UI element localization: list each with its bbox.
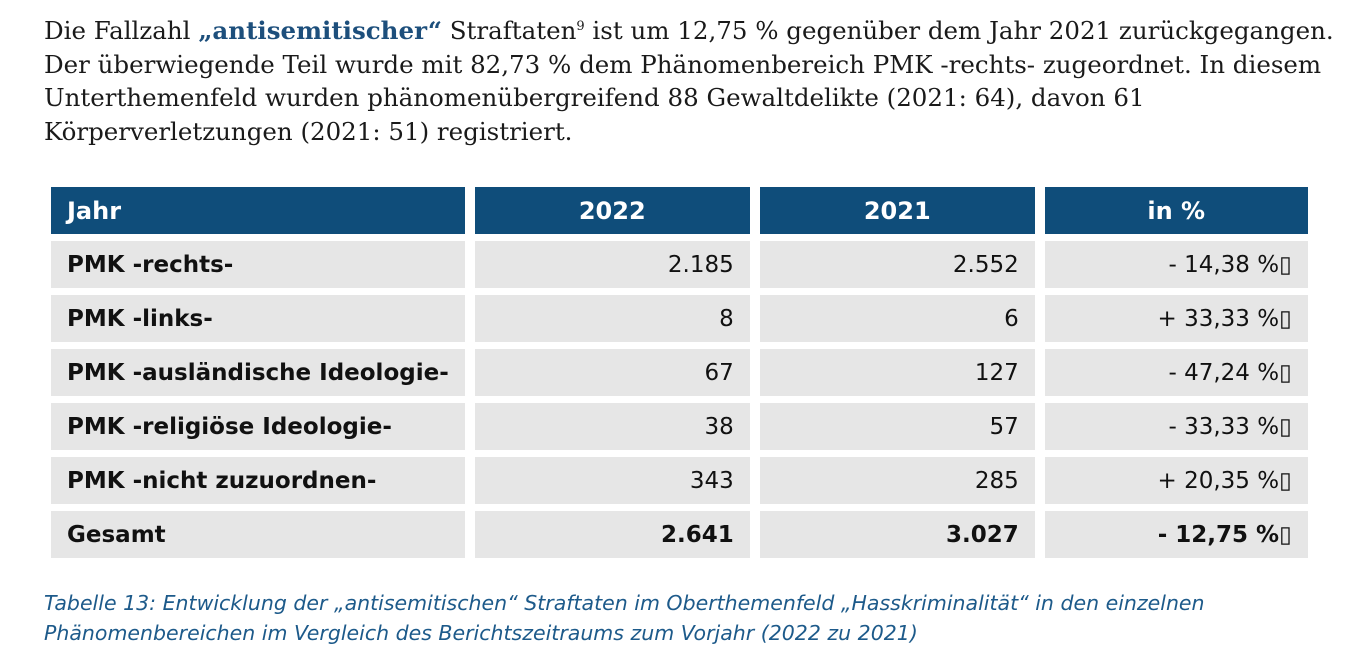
- row-label: PMK -nicht zuzuordnen-: [51, 457, 465, 504]
- value-change: - 47,24 %▯: [1044, 349, 1308, 396]
- paragraph-text-start: Die Fallzahl: [44, 16, 199, 45]
- value-2022: 38: [474, 403, 750, 450]
- table-row: PMK -rechts- 2.185 2.552 - 14,38 %▯: [51, 241, 1308, 288]
- table-row: PMK -religiöse Ideologie- 38 57 - 33,33 …: [51, 403, 1308, 450]
- row-label: PMK -rechts-: [51, 241, 465, 288]
- value-2022: 2.185: [474, 241, 750, 288]
- table-row: PMK -ausländische Ideologie- 67 127 - 47…: [51, 349, 1308, 396]
- total-2022: 2.641: [474, 511, 750, 558]
- highlighted-term: „antisemitischer“: [198, 16, 442, 45]
- value-2021: 127: [759, 349, 1035, 396]
- value-change: - 33,33 %▯: [1044, 403, 1308, 450]
- value-change: + 20,35 %▯: [1044, 457, 1308, 504]
- header-jahr: Jahr: [51, 187, 465, 234]
- value-2022: 343: [474, 457, 750, 504]
- value-2021: 2.552: [759, 241, 1035, 288]
- row-label: PMK -religiöse Ideologie-: [51, 403, 465, 450]
- value-2022: 67: [474, 349, 750, 396]
- total-label: Gesamt: [51, 511, 465, 558]
- header-2022: 2022: [474, 187, 750, 234]
- row-label: PMK -ausländische Ideologie-: [51, 349, 465, 396]
- value-2021: 57: [759, 403, 1035, 450]
- value-change: + 33,33 %▯: [1044, 295, 1308, 342]
- header-2021: 2021: [759, 187, 1035, 234]
- header-percent: in %: [1044, 187, 1308, 234]
- intro-paragraph: Die Fallzahl „antisemitischer“ Straftate…: [44, 14, 1334, 148]
- value-2022: 8: [474, 295, 750, 342]
- table-header-row: Jahr 2022 2021 in %: [51, 187, 1308, 234]
- table-row: PMK -nicht zuzuordnen- 343 285 + 20,35 %…: [51, 457, 1308, 504]
- value-change: - 14,38 %▯: [1044, 241, 1308, 288]
- table-caption: Tabelle 13: Entwicklung der „antisemitis…: [44, 591, 1205, 645]
- table-total-row: Gesamt 2.641 3.027 - 12,75 %▯: [51, 511, 1308, 558]
- table-row: PMK -links- 8 6 + 33,33 %▯: [51, 295, 1308, 342]
- row-label: PMK -links-: [51, 295, 465, 342]
- paragraph-text-end: ist um 12,75 % gegenüber dem Jahr 2021 z…: [44, 16, 1334, 146]
- value-2021: 285: [759, 457, 1035, 504]
- total-2021: 3.027: [759, 511, 1035, 558]
- value-2021: 6: [759, 295, 1035, 342]
- statistics-table: Jahr 2022 2021 in % PMK -rechts- 2.185 2…: [41, 180, 1318, 565]
- paragraph-text-mid: Straftaten: [441, 16, 577, 45]
- total-change: - 12,75 %▯: [1044, 511, 1308, 558]
- footnote-marker[interactable]: 9: [576, 19, 585, 34]
